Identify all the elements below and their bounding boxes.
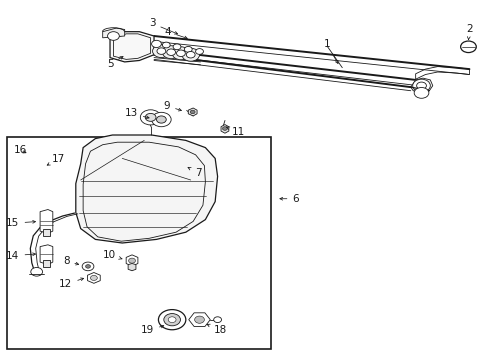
Circle shape <box>162 46 180 59</box>
Circle shape <box>190 110 195 114</box>
Text: 19: 19 <box>141 325 163 336</box>
Polygon shape <box>102 28 124 38</box>
Text: 12: 12 <box>59 278 83 289</box>
Circle shape <box>173 44 181 50</box>
Circle shape <box>168 317 176 323</box>
Circle shape <box>194 316 204 323</box>
Polygon shape <box>40 210 53 233</box>
Circle shape <box>176 50 185 57</box>
Circle shape <box>31 267 42 276</box>
Text: 14: 14 <box>6 251 36 261</box>
Circle shape <box>158 310 185 330</box>
Circle shape <box>195 49 203 54</box>
Text: 7: 7 <box>188 167 201 178</box>
Polygon shape <box>87 273 100 283</box>
Bar <box>7 137 271 349</box>
Circle shape <box>145 113 156 121</box>
Polygon shape <box>410 78 432 93</box>
Polygon shape <box>188 313 210 327</box>
Text: 13: 13 <box>124 108 149 118</box>
Circle shape <box>85 265 90 268</box>
Circle shape <box>107 32 119 40</box>
Text: 6: 6 <box>279 194 299 204</box>
Circle shape <box>152 45 170 58</box>
Text: 16: 16 <box>14 145 27 156</box>
Circle shape <box>90 275 97 280</box>
Circle shape <box>182 48 199 61</box>
Text: 11: 11 <box>226 127 245 138</box>
Circle shape <box>163 314 180 326</box>
Circle shape <box>460 41 475 53</box>
Circle shape <box>151 40 161 48</box>
Text: 3: 3 <box>148 18 177 34</box>
Polygon shape <box>221 125 228 133</box>
Polygon shape <box>43 260 50 267</box>
Text: 1: 1 <box>323 39 337 63</box>
Circle shape <box>213 317 221 323</box>
Circle shape <box>157 48 165 54</box>
Polygon shape <box>43 229 50 236</box>
Circle shape <box>412 79 429 92</box>
Text: 17: 17 <box>47 154 64 165</box>
Circle shape <box>186 51 195 58</box>
Polygon shape <box>40 245 53 265</box>
Text: 9: 9 <box>163 101 181 111</box>
Circle shape <box>184 46 192 52</box>
Circle shape <box>222 127 227 130</box>
Polygon shape <box>188 108 197 116</box>
Text: 4: 4 <box>164 27 187 39</box>
Circle shape <box>156 116 166 123</box>
Circle shape <box>172 47 189 60</box>
Circle shape <box>151 112 171 127</box>
Polygon shape <box>126 255 138 266</box>
Text: 8: 8 <box>62 256 79 266</box>
Text: 5: 5 <box>106 57 123 69</box>
Polygon shape <box>76 135 217 243</box>
Text: 15: 15 <box>6 218 36 228</box>
Text: 2: 2 <box>465 24 472 40</box>
Circle shape <box>162 42 170 48</box>
Text: 10: 10 <box>103 250 122 260</box>
Polygon shape <box>110 32 154 62</box>
Polygon shape <box>128 264 136 271</box>
Circle shape <box>128 258 135 263</box>
Circle shape <box>166 49 175 55</box>
Circle shape <box>82 262 94 271</box>
Circle shape <box>413 87 428 98</box>
Text: 18: 18 <box>207 324 227 336</box>
Circle shape <box>140 110 161 125</box>
